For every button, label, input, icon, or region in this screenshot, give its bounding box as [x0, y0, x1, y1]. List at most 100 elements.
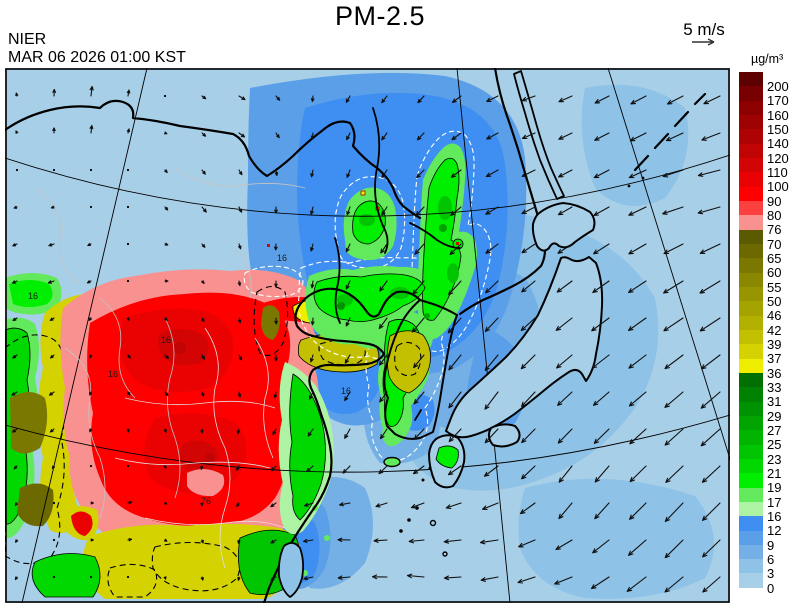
wind-arrow-icon — [236, 465, 240, 471]
wind-arrow-icon — [486, 95, 499, 103]
wind-arrow-icon — [274, 354, 278, 362]
wind-arrow-icon — [13, 205, 18, 209]
wind-arrow-icon — [310, 95, 315, 103]
wind-arrow-icon — [163, 465, 167, 469]
wind-arrow-icon — [237, 280, 242, 287]
wind-arrow-icon — [592, 280, 610, 294]
wind-arrow-icon — [11, 391, 18, 396]
wind-arrow-icon — [413, 391, 425, 405]
wind-arrow-icon — [663, 317, 684, 332]
wind-arrow-icon — [302, 538, 314, 543]
wind-arrow-icon — [88, 317, 92, 321]
calm-wind-dot — [126, 205, 130, 209]
colorbar-segment — [739, 329, 763, 345]
wind-arrow-icon — [50, 205, 55, 209]
wind-arrow-icon — [164, 354, 170, 359]
wind-arrow-icon — [15, 92, 19, 97]
wind-arrow-icon — [664, 354, 684, 370]
wind-arrow-icon — [201, 169, 206, 175]
wind-arrow-icon — [627, 539, 647, 556]
colorbar-tick-label: 170 — [767, 93, 789, 109]
calm-wind-dot — [52, 168, 56, 172]
wind-arrow-icon — [666, 95, 684, 105]
wind-arrow-icon — [557, 243, 573, 254]
colorbar-segment — [739, 473, 763, 488]
wind-arrow-icon — [381, 95, 388, 104]
page-title: PM-2.5 — [334, 1, 426, 31]
wind-arrow-icon — [630, 95, 647, 105]
wind-arrow-icon — [310, 132, 315, 140]
colorbar — [739, 72, 763, 588]
wind-arrow-icon — [309, 354, 314, 363]
wind-arrow-icon — [338, 502, 351, 507]
wind-arrow-icon — [89, 124, 94, 134]
colorbar-segment — [739, 200, 763, 216]
wind-arrow-icon — [521, 280, 536, 293]
wind-arrow-icon — [15, 130, 19, 134]
calm-wind-dot — [52, 501, 56, 505]
wind-arrow-icon — [345, 95, 351, 103]
wind-arrow-icon — [592, 539, 610, 554]
colorbar-segment — [739, 530, 763, 545]
wind-arrow-icon — [520, 354, 536, 370]
colorbar-segment — [739, 387, 763, 402]
wind-arrow-icon — [408, 538, 425, 544]
wind-arrow-icon — [126, 317, 130, 321]
wind-arrow-icon — [557, 428, 573, 444]
graticule-lines — [5, 68, 730, 603]
colorbar-tick-label: 65 — [767, 250, 782, 266]
wind-arrow-icon — [274, 280, 278, 288]
wind-arrow-icon — [697, 169, 721, 177]
calm-wind-dot — [89, 168, 93, 172]
colorbar-tick-label: 16 — [767, 508, 782, 524]
wind-arrow-icon — [344, 354, 351, 364]
calm-wind-dot — [89, 464, 93, 468]
wind-arrow-icon — [663, 243, 684, 255]
wind-arrow-icon — [558, 95, 573, 103]
wind-arrow-icon — [521, 206, 536, 215]
wind-arrow-icon — [48, 391, 55, 396]
wind-arrow-icon — [591, 354, 610, 369]
wind-arrow-icon — [236, 428, 241, 435]
contour-value-label: 16 — [28, 291, 38, 301]
colorbar-tick-label: 23 — [767, 451, 782, 467]
wind-arrow-icon — [479, 539, 499, 545]
wind-arrow-icon — [482, 502, 499, 510]
wind-arrow-icon — [594, 465, 610, 483]
wind-arrow-icon — [558, 502, 573, 520]
wind-arrow-icon — [344, 391, 351, 402]
colorbar-tick-label: 3 — [767, 566, 775, 582]
wind-arrow-icon — [238, 95, 246, 101]
wind-arrow-icon — [381, 132, 388, 141]
wind-arrow-icon — [700, 428, 721, 447]
wind-arrow-icon — [163, 428, 167, 433]
wind-arrow-icon — [375, 502, 388, 508]
wind-arrow-icon — [594, 95, 610, 104]
wind-arrow-icon — [484, 428, 499, 444]
colorbar-tick-label: 17 — [767, 494, 782, 510]
wind-arrow-icon — [201, 243, 206, 248]
colorbar-segment — [739, 315, 763, 330]
wind-arrow-icon — [310, 169, 314, 178]
wind-arrow-icon — [558, 169, 573, 178]
wind-arrow-icon — [11, 280, 18, 284]
wind-arrow-icon — [591, 317, 610, 332]
wind-arrow-icon — [274, 169, 279, 177]
wind-arrow-icon — [629, 428, 647, 445]
wind-arrow-icon — [555, 317, 573, 331]
wind-arrow-icon — [702, 539, 721, 558]
wind-arrow-icon — [345, 317, 351, 327]
wind-arrow-icon — [163, 538, 168, 542]
wind-arrow-icon — [517, 576, 536, 584]
wind-arrow-icon — [164, 242, 169, 246]
wind-arrow-icon — [480, 576, 499, 582]
wind-arrow-icon — [483, 465, 499, 477]
wind-arrow-icon — [699, 280, 721, 294]
wind-arrow-icon — [47, 280, 55, 284]
wind-arrow-icon — [556, 354, 573, 369]
wind-arrow-icon — [15, 539, 19, 543]
wind-scale-arrow-icon — [692, 38, 715, 46]
colorbar-tick-label: 80 — [767, 207, 782, 223]
calm-wind-dot — [163, 94, 167, 98]
wind-arrow-icon — [12, 243, 18, 247]
